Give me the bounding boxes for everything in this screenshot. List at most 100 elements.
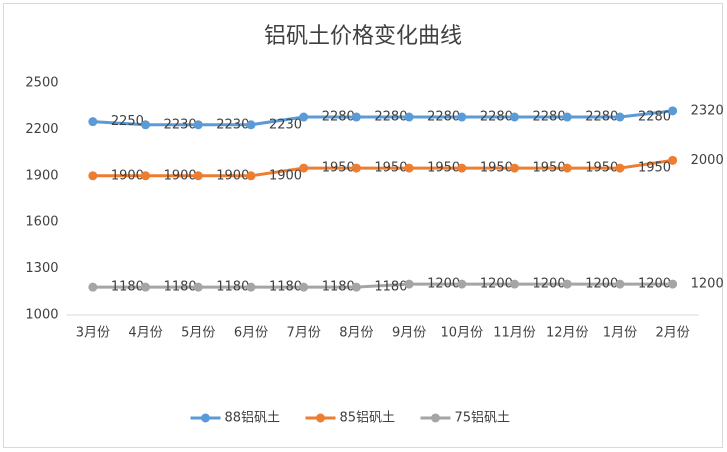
x-tick-label: 3月份: [76, 326, 110, 341]
data-label: 1200: [638, 277, 671, 292]
point: [562, 112, 572, 122]
point: [510, 279, 520, 289]
legend-label: 88铝矾土: [225, 411, 281, 426]
data-label: 1950: [585, 161, 618, 176]
legend-marker: [201, 413, 210, 423]
point: [141, 120, 151, 130]
x-tick-label: 6月份: [234, 326, 268, 341]
x-tick-label: 8月份: [339, 326, 373, 341]
legend-marker: [431, 413, 440, 423]
data-label: 2230: [164, 117, 197, 132]
point: [404, 279, 414, 289]
data-label: 2280: [585, 110, 618, 125]
point: [88, 171, 98, 181]
data-label: 1200: [533, 277, 566, 292]
point: [141, 282, 151, 292]
point: [615, 163, 625, 173]
data-label: 1900: [216, 168, 249, 183]
data-label: 1900: [164, 168, 197, 183]
x-tick-label: 5月份: [181, 326, 215, 341]
point: [351, 282, 361, 292]
y-tick-label: 1900: [25, 168, 58, 183]
point: [351, 163, 361, 173]
point: [668, 155, 678, 165]
legend-label: 85铝矾土: [340, 411, 396, 426]
point: [246, 171, 256, 181]
point: [457, 112, 467, 122]
data-label: 1180: [322, 280, 355, 295]
point: [299, 282, 309, 292]
data-label: 1950: [638, 161, 671, 176]
data-label: 1950: [533, 161, 566, 176]
data-label: 1180: [216, 280, 249, 295]
point: [404, 163, 414, 173]
point: [668, 279, 678, 289]
x-tick-label: 4月份: [128, 326, 162, 341]
x-tick-label: 2月份: [656, 326, 690, 341]
x-tick-label: 12月份: [546, 326, 589, 341]
y-tick-label: 1300: [25, 261, 58, 276]
x-tick-label: 9月份: [392, 326, 426, 341]
data-label: 1200: [480, 277, 513, 292]
point: [510, 112, 520, 122]
data-label: 1950: [322, 161, 355, 176]
legend-label: 75铝矾土: [455, 411, 511, 426]
point: [668, 106, 678, 116]
data-label: 1950: [374, 161, 407, 176]
data-label: 1950: [480, 161, 513, 176]
point: [246, 282, 256, 292]
point: [299, 112, 309, 122]
data-label: 2280: [480, 110, 513, 125]
point: [193, 282, 203, 292]
point: [562, 279, 572, 289]
data-label: 2230: [216, 117, 249, 132]
point: [615, 112, 625, 122]
x-tick-label: 7月份: [287, 326, 321, 341]
data-label: 2280: [427, 110, 460, 125]
data-label: 2230: [269, 117, 302, 132]
data-label: 2280: [533, 110, 566, 125]
x-tick-label: 11月份: [493, 326, 536, 341]
point: [193, 120, 203, 130]
point: [193, 171, 203, 181]
data-label: 1200: [427, 277, 460, 292]
data-label: 2000: [691, 153, 724, 168]
data-label: 1180: [164, 280, 197, 295]
x-tick-label: 1月份: [603, 326, 637, 341]
chart-frame: [3, 3, 723, 448]
point: [351, 112, 361, 122]
data-label: 2280: [322, 110, 355, 125]
y-tick-label: 1600: [25, 215, 58, 230]
data-label: 2250: [111, 114, 144, 129]
point: [457, 279, 467, 289]
point: [457, 163, 467, 173]
data-label: 1900: [269, 168, 302, 183]
data-label: 1200: [585, 277, 618, 292]
series-line: [92, 158, 673, 178]
point: [88, 282, 98, 292]
y-tick-label: 2500: [25, 76, 58, 91]
data-label: 2280: [638, 110, 671, 125]
data-label: 1180: [269, 280, 302, 295]
legend-marker: [316, 413, 325, 423]
data-label: 1950: [427, 161, 460, 176]
point: [246, 120, 256, 130]
data-label: 2320: [691, 103, 724, 118]
y-tick-label: 2200: [25, 122, 58, 137]
point: [141, 171, 151, 181]
point: [562, 163, 572, 173]
point: [88, 117, 98, 127]
x-tick-label: 10月份: [441, 326, 484, 341]
point: [510, 163, 520, 173]
series-line: [92, 109, 673, 127]
data-label: 1180: [111, 280, 144, 295]
data-label: 2280: [374, 110, 407, 125]
series-line: [92, 282, 673, 289]
point: [299, 163, 309, 173]
data-label: 1900: [111, 168, 144, 183]
point: [404, 112, 414, 122]
data-label: 1200: [691, 277, 724, 292]
point: [615, 279, 625, 289]
